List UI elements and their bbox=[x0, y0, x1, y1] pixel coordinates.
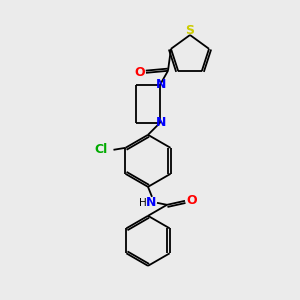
Text: N: N bbox=[156, 78, 166, 91]
Text: O: O bbox=[135, 66, 145, 79]
Text: H: H bbox=[139, 198, 147, 208]
Text: S: S bbox=[185, 23, 194, 37]
Text: O: O bbox=[187, 194, 197, 207]
Text: N: N bbox=[156, 116, 166, 129]
Text: N: N bbox=[146, 196, 156, 209]
Text: Cl: Cl bbox=[95, 143, 108, 156]
